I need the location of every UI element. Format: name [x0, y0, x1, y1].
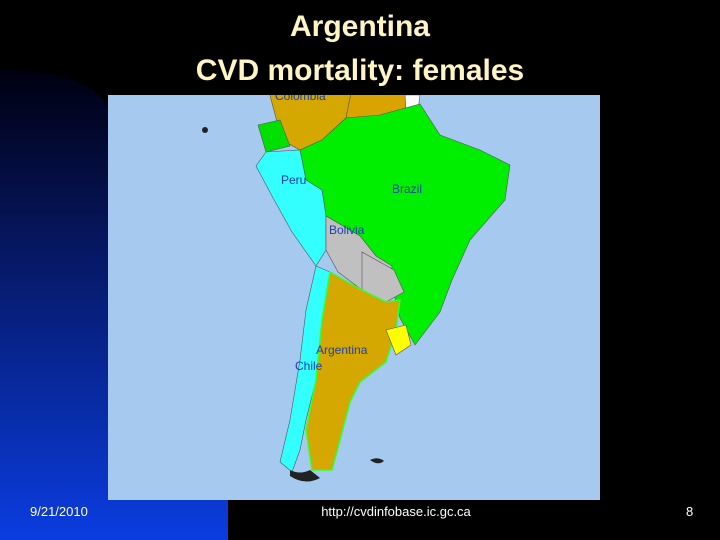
map-label: Brazil: [392, 182, 422, 196]
map-label: Colombia: [275, 89, 326, 103]
galapagos: [202, 127, 208, 133]
ecuador: [257, 119, 291, 153]
map-label: Argentina: [316, 343, 368, 357]
falklands: [370, 458, 384, 464]
map-label: Peru: [281, 173, 306, 187]
page-number: 8: [686, 504, 693, 519]
title-line: CVD mortality: females: [196, 54, 524, 87]
footer-url: http://cvdinfobase.ic.gc.ca: [321, 504, 471, 519]
argentina: [305, 270, 401, 471]
footer-date: 9/21/2010: [30, 504, 88, 519]
map: Colombia Peru Brazil Bolivia Argentina C…: [108, 89, 600, 500]
map-label: Bolivia: [329, 223, 365, 237]
title-line: Argentina: [290, 10, 430, 43]
paraguay: [361, 251, 405, 303]
map-label: Chile: [295, 359, 323, 373]
tierra-del-fuego: [290, 470, 320, 482]
uruguay: [385, 324, 412, 356]
